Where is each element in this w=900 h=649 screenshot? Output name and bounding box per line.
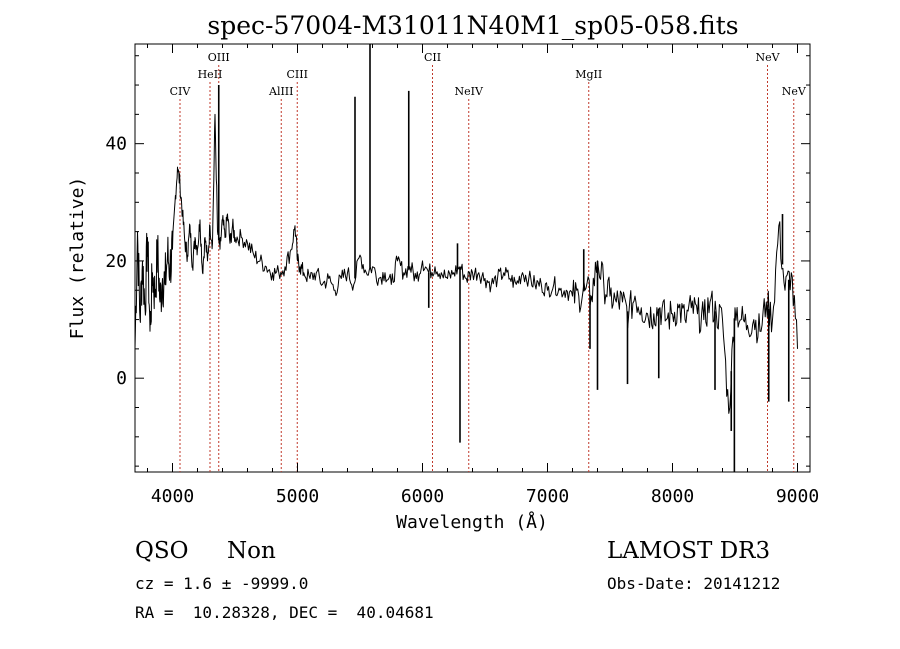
x-tick-label: 5000 bbox=[276, 486, 319, 507]
x-axis: 4000 5000 6000 7000 8000 9000 bbox=[147, 44, 819, 507]
line-marker-label: NeV bbox=[782, 85, 807, 98]
line-marker-label: MgII bbox=[575, 68, 602, 81]
line-marker-label: CIV bbox=[170, 85, 192, 98]
x-tick-label: 4000 bbox=[151, 486, 194, 507]
x-tick-label: 6000 bbox=[401, 486, 444, 507]
x-tick-label: 7000 bbox=[526, 486, 569, 507]
chart-title: spec-57004-M31011N40M1_sp05-058.fits bbox=[207, 11, 738, 40]
redshift-readout: cz = 1.6 ± -9999.0 bbox=[135, 574, 309, 593]
obs-date-readout: Obs-Date: 20141212 bbox=[607, 574, 781, 593]
emission-line-markers: CIV HeII OIII AlIII CIII CII NeIV MgII NeV NeV bbox=[170, 51, 807, 472]
x-axis-title: Wavelength (Å) bbox=[396, 511, 548, 533]
object-class: QSO bbox=[135, 538, 189, 564]
spectrum-line bbox=[134, 113, 798, 414]
survey-name: LAMOST DR3 bbox=[607, 538, 771, 564]
object-subclass: Non bbox=[227, 538, 276, 564]
line-marker-label: HeII bbox=[198, 68, 223, 81]
line-marker-label: CIII bbox=[287, 68, 308, 81]
y-tick-label: 40 bbox=[105, 134, 127, 155]
x-tick-label: 8000 bbox=[651, 486, 694, 507]
y-tick-label: 20 bbox=[105, 251, 127, 272]
line-marker-label: AlIII bbox=[268, 85, 294, 98]
y-tick-label: 0 bbox=[116, 368, 127, 389]
line-marker-label: NeV bbox=[755, 51, 780, 64]
plot-frame bbox=[134, 43, 811, 473]
line-marker-label: OIII bbox=[208, 51, 230, 64]
x-tick-label: 9000 bbox=[776, 486, 819, 507]
coordinates-readout: RA = 10.28328, DEC = 40.04681 bbox=[135, 603, 434, 622]
y-axis: 0 20 40 bbox=[105, 55, 810, 467]
y-axis-title: Flux (relative) bbox=[67, 177, 88, 340]
spectrum-series bbox=[134, 44, 798, 472]
line-marker-label: CII bbox=[424, 51, 441, 64]
line-marker-label: NeIV bbox=[455, 85, 484, 98]
